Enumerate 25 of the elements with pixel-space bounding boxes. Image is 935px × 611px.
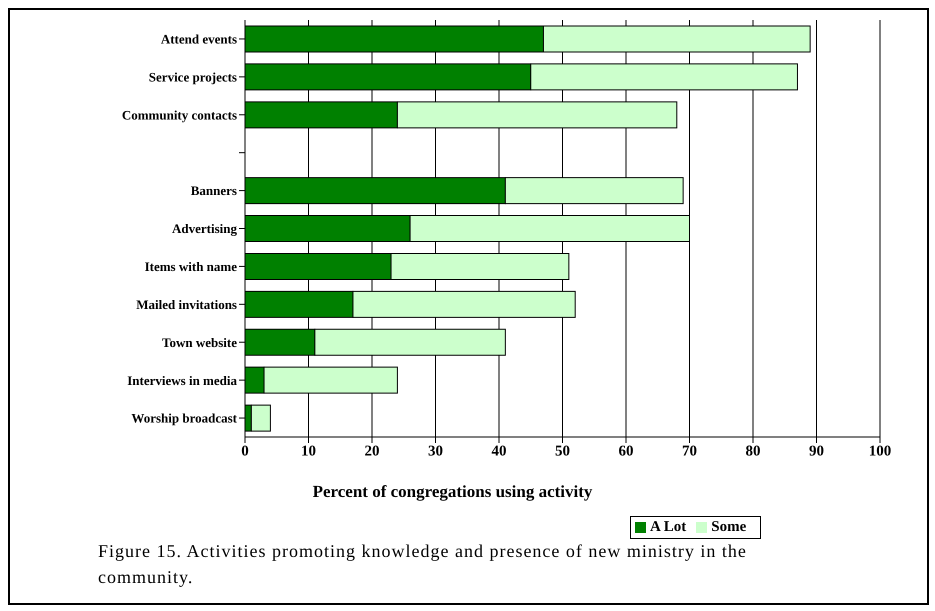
x-tick-label: 70 (682, 444, 697, 460)
y-tick-label: Interviews in media (127, 372, 238, 388)
y-tick-label: Community contacts (122, 107, 237, 122)
legend-label: Some (711, 519, 746, 535)
y-tick-label: Items with name (144, 259, 238, 274)
legend-label: A Lot (650, 519, 686, 535)
x-tick-label: 50 (555, 444, 570, 460)
x-tick-label: 10 (301, 444, 316, 460)
x-tick-label: 100 (868, 444, 892, 460)
x-tick-label: 60 (618, 444, 634, 460)
y-tick-label: Service projects (148, 69, 237, 84)
caption: Figure 15. Activities promoting knowledge and presence of new ministry in the community. (98, 540, 748, 589)
x-tick-label: 90 (809, 444, 824, 460)
y-tick-label: Banners (190, 183, 237, 198)
x-tick-label: 40 (492, 444, 506, 460)
x-tick-label: 30 (428, 444, 443, 460)
x-tick-label: 20 (364, 444, 380, 460)
x-tick-label: 80 (746, 444, 760, 460)
y-tick-label: Mailed invitations (136, 296, 237, 312)
x-tick-label: 0 (241, 444, 249, 460)
y-tick-label: Advertising (172, 221, 238, 236)
y-tick-label: Town website (162, 334, 238, 350)
x-axis-title: Percent of congregations using activity (312, 482, 593, 501)
y-tick-label: Attend events (160, 32, 237, 47)
y-tick-label: Worship broadcast (131, 410, 238, 426)
